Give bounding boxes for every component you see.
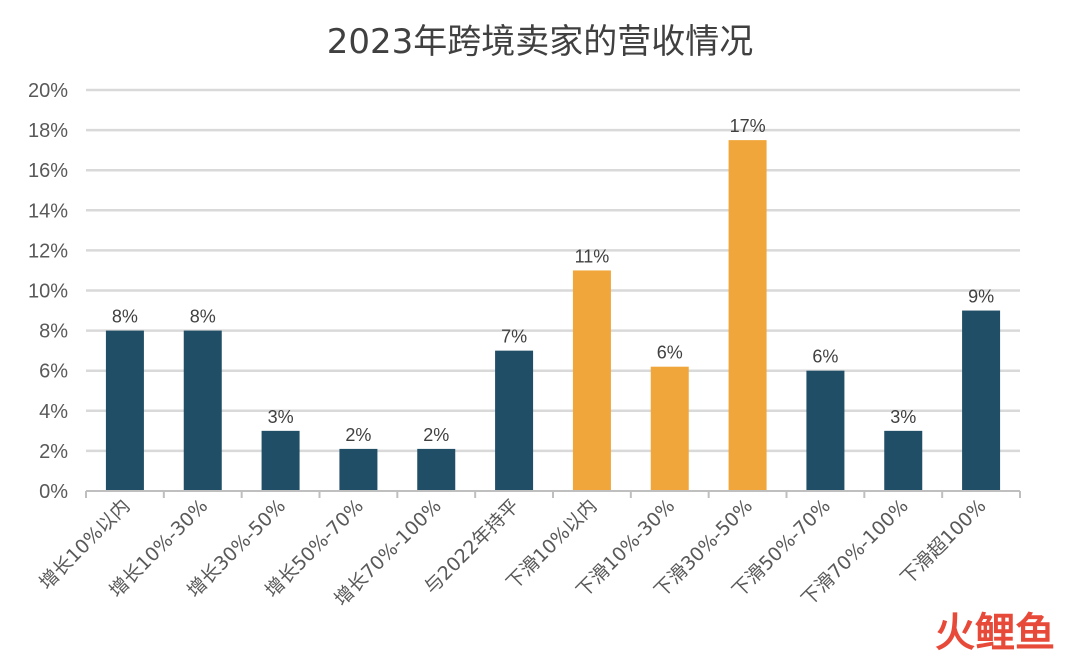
data-labels: 8% 8% 3% 2% 2% 7% 11% 6% 17% 6% 3% 9% — [112, 116, 994, 445]
y-tick-label: 20% — [28, 80, 68, 102]
bar-5 — [417, 448, 456, 491]
y-tick-label: 16% — [28, 160, 68, 182]
y-tick-label: 6% — [39, 361, 68, 383]
y-tick-label: 18% — [28, 120, 68, 142]
data-label: 2% — [345, 425, 371, 445]
data-label: 3% — [890, 407, 916, 427]
bar-10 — [806, 370, 845, 491]
gridlines — [86, 88, 1020, 453]
y-tick-label: 0% — [39, 481, 68, 503]
data-label: 3% — [268, 407, 294, 427]
bar-4 — [339, 448, 378, 491]
y-tick-label: 4% — [39, 401, 68, 423]
bar-7 — [572, 270, 611, 491]
bar-8 — [650, 366, 689, 491]
data-label: 7% — [501, 327, 527, 347]
y-tick-label: 8% — [39, 321, 68, 343]
y-tick-label: 2% — [39, 441, 68, 463]
bar-12 — [962, 310, 1001, 491]
watermark-logo: 火鲤鱼 — [935, 610, 1055, 656]
bar-9 — [728, 140, 767, 491]
data-label: 8% — [112, 307, 138, 327]
chart-title: 2023年跨境卖家的营收情况 — [327, 22, 754, 62]
y-tick-label: 10% — [28, 281, 68, 303]
bar-11 — [884, 430, 923, 491]
bars — [105, 140, 1001, 491]
data-label: 6% — [657, 343, 683, 363]
y-tick-label: 12% — [28, 240, 68, 262]
data-label: 2% — [423, 425, 449, 445]
data-label: 9% — [968, 287, 994, 307]
y-axis: 0% 2% 4% 6% 8% 10% 12% 14% 16% 18% 20% — [28, 80, 68, 503]
bar-1 — [105, 330, 144, 491]
bar-6 — [495, 350, 534, 491]
data-label: 6% — [812, 347, 838, 367]
y-tick-label: 14% — [28, 200, 68, 222]
data-label: 11% — [575, 246, 610, 266]
data-label: 8% — [190, 307, 216, 327]
x-axis: 增长10%以内增长10%-30%增长30%-50%增长50%-70%增长70%-… — [35, 490, 1021, 611]
data-label: 17% — [730, 116, 766, 136]
bar-2 — [183, 330, 222, 491]
bar-3 — [261, 430, 300, 491]
